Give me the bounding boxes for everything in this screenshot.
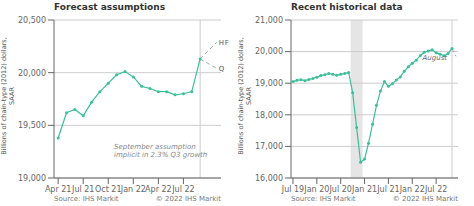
svg-text:August: August <box>422 54 448 62</box>
svg-text:Q: Q <box>219 65 225 73</box>
svg-text:H: H <box>219 39 224 47</box>
svg-text:Jul 21: Jul 21 <box>376 185 399 194</box>
svg-text:Jan 21: Jan 21 <box>351 185 377 194</box>
svg-text:16,000: 16,000 <box>255 174 283 183</box>
svg-text:21,000: 21,000 <box>255 16 283 25</box>
html-text:Forecast assumptions: Forecast assumptions <box>54 2 166 12</box>
svg-text:Jul 20: Jul 20 <box>329 185 352 194</box>
svg-text:F: F <box>225 39 229 47</box>
svg-text:19,000: 19,000 <box>18 174 46 183</box>
html-text:Source: IHS Markit: Source: IHS Markit <box>54 195 119 203</box>
html-text:Billions of chain-type (2012): Billions of chain-type (2012) dollars, S… <box>237 37 253 155</box>
svg-text:Jul 21: Jul 21 <box>71 185 94 194</box>
html-text:© 2022 IHS Markit: © 2022 IHS Markit <box>155 195 221 203</box>
svg-text:Jul 22: Jul 22 <box>171 185 194 194</box>
svg-text:19,500: 19,500 <box>18 121 46 130</box>
svg-text:Jul 22: Jul 22 <box>424 185 447 194</box>
svg-text:20,500: 20,500 <box>18 16 46 25</box>
svg-text:Jan 20: Jan 20 <box>303 185 329 194</box>
svg-text:20,000: 20,000 <box>255 47 283 56</box>
svg-text:17,000: 17,000 <box>255 142 283 151</box>
svg-text:Apr 22: Apr 22 <box>145 185 172 194</box>
svg-text:Oct 21: Oct 21 <box>95 185 122 194</box>
html-text:Source: IHS Markit: Source: IHS Markit <box>291 195 356 203</box>
html-text:© 2022 IHS Markit: © 2022 IHS Markit <box>392 195 458 203</box>
svg-text:Jan 22: Jan 22 <box>399 185 425 194</box>
svg-text:19,000: 19,000 <box>255 79 283 88</box>
svg-text:Jan 22: Jan 22 <box>120 185 146 194</box>
html-text:Billions of chain-type (2012): Billions of chain-type (2012) dollars, S… <box>0 37 16 155</box>
svg-text:20,000: 20,000 <box>18 69 46 78</box>
html-text:Recent historical data: Recent historical data <box>291 2 403 12</box>
html-text:September assumption implicit: September assumption implicit in 2.3% Q3… <box>114 143 208 160</box>
svg-text:18,000: 18,000 <box>255 111 283 120</box>
svg-text:Apr 21: Apr 21 <box>45 185 72 194</box>
svg-text:Jul 19: Jul 19 <box>281 185 304 194</box>
